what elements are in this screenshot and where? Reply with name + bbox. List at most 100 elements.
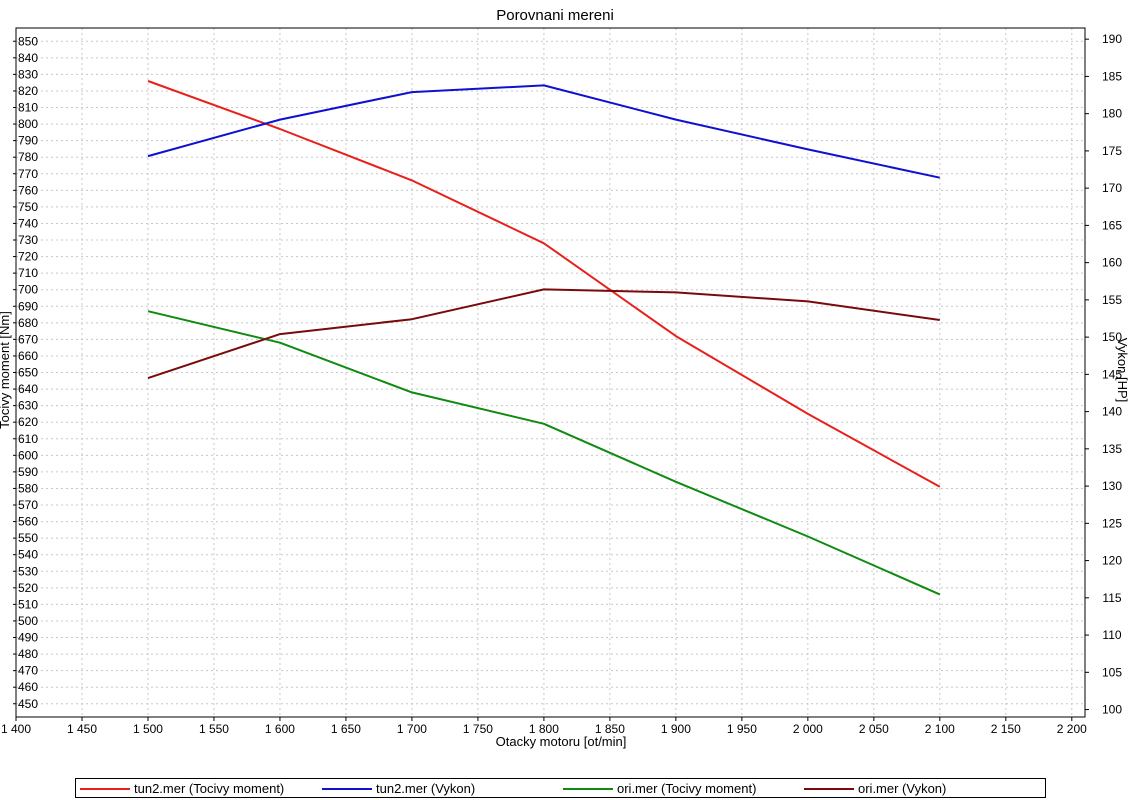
y-right-tick-label: 115	[1102, 591, 1121, 605]
y-left-tick-label: 820	[18, 84, 38, 98]
y-left-tick-label: 790	[18, 134, 38, 148]
y-right-tick-label: 190	[1102, 32, 1122, 46]
y-left-tick-label: 720	[18, 250, 38, 264]
y-left-tick-label: 810	[18, 101, 38, 115]
chart-title: Porovnani mereni	[496, 7, 614, 24]
x-tick-label: 1 450	[67, 722, 97, 736]
y-left-tick-label: 620	[18, 415, 38, 429]
y-left-tick-label: 510	[18, 597, 38, 611]
y-left-tick-label: 680	[18, 316, 38, 330]
y-right-axis-ticks: 100 105 110 115 120 125 130 135 140 145 150 155 160 1…	[1085, 32, 1122, 717]
x-tick-label: 1 700	[397, 722, 427, 736]
y-left-tick-label: 590	[18, 465, 38, 479]
x-tick-label: 1 900	[661, 722, 691, 736]
y-left-tick-label: 830	[18, 67, 38, 81]
y-left-tick-label: 470	[18, 664, 38, 678]
x-tick-label: 1 550	[199, 722, 229, 736]
y-left-tick-label: 450	[18, 697, 38, 711]
y-left-tick-label: 780	[18, 150, 38, 164]
x-axis-ticks: 1 400 1 450 1 500 1 550 1 600 1 650 1 700 1 750…	[1, 717, 1087, 736]
y-right-tick-label: 130	[1102, 479, 1122, 493]
x-tick-label: 1 650	[331, 722, 361, 736]
y-left-tick-label: 580	[18, 481, 38, 495]
y-left-tick-label: 730	[18, 233, 38, 247]
x-tick-label: 1 750	[463, 722, 493, 736]
x-tick-label: 2 050	[859, 722, 889, 736]
legend-swatch-tun2-torque	[80, 787, 130, 790]
y-left-tick-label: 550	[18, 531, 38, 545]
y-right-tick-label: 140	[1102, 405, 1122, 419]
y-left-tick-label: 650	[18, 366, 38, 380]
x-tick-label: 1 500	[133, 722, 163, 736]
y-right-tick-label: 125	[1102, 516, 1122, 530]
legend-label-tun2-torque: tun2.mer (Tocivy moment)	[134, 781, 285, 796]
legend-swatch-ori-torque	[563, 787, 613, 790]
legend-item-ori-power: ori.mer (Vykon)	[804, 780, 946, 797]
x-tick-label: 1 600	[265, 722, 295, 736]
y-left-tick-label: 770	[18, 167, 38, 181]
y-left-tick-label: 630	[18, 399, 38, 413]
legend-item-tun2-torque: tun2.mer (Tocivy moment)	[80, 780, 284, 797]
legend-label-ori-power: ori.mer (Vykon)	[858, 781, 947, 796]
y-left-tick-label: 480	[18, 647, 38, 661]
y-left-tick-label: 700	[18, 283, 38, 297]
y-left-tick-label: 670	[18, 332, 38, 346]
x-tick-label: 1 400	[1, 722, 31, 736]
y-left-tick-label: 520	[18, 581, 38, 595]
series-line-2	[147, 310, 941, 596]
legend-item-ori-torque: ori.mer (Tocivy moment)	[563, 780, 756, 797]
y-left-tick-label: 750	[18, 200, 38, 214]
y-left-tick-label: 500	[18, 614, 38, 628]
y-right-tick-label: 155	[1102, 293, 1122, 307]
series-line-0	[147, 80, 941, 488]
series-lines	[147, 80, 941, 596]
y-left-tick-label: 560	[18, 515, 38, 529]
series-line-1	[147, 84, 941, 179]
y-left-tick-label: 760	[18, 183, 38, 197]
legend-label-tun2-power: tun2.mer (Vykon)	[376, 781, 476, 796]
x-tick-label: 2 000	[793, 722, 823, 736]
series-line-3	[147, 288, 940, 380]
y-left-tick-label: 530	[18, 564, 38, 578]
y-right-tick-label: 110	[1102, 628, 1121, 642]
grid-lines	[15, 28, 1085, 717]
x-tick-label: 1 800	[529, 722, 559, 736]
y-left-tick-label: 460	[18, 680, 38, 694]
y-left-tick-label: 660	[18, 349, 38, 363]
x-tick-label: 2 100	[925, 722, 955, 736]
y-right-tick-label: 185	[1102, 69, 1122, 83]
legend: tun2.mer (Tocivy moment) tun2.mer (Vykon…	[75, 778, 1046, 798]
legend-swatch-tun2-power	[322, 787, 372, 790]
x-tick-label: 2 200	[1057, 722, 1087, 736]
y-right-tick-label: 150	[1102, 330, 1122, 344]
y-right-tick-label: 135	[1102, 442, 1122, 456]
y-left-tick-label: 610	[18, 432, 38, 446]
y-left-tick-label: 840	[18, 51, 38, 65]
x-tick-label: 1 950	[727, 722, 757, 736]
y-left-tick-label: 600	[18, 448, 38, 462]
y-right-tick-label: 175	[1102, 144, 1122, 158]
legend-label-ori-torque: ori.mer (Tocivy moment)	[617, 781, 757, 796]
y-left-tick-label: 850	[18, 34, 38, 48]
y-left-axis-label: Tocivy moment [Nm]	[0, 311, 12, 429]
y-right-tick-label: 120	[1102, 554, 1122, 568]
y-left-tick-label: 690	[18, 299, 38, 313]
y-right-tick-label: 100	[1102, 703, 1122, 717]
legend-swatch-ori-power	[804, 787, 854, 790]
y-left-tick-label: 540	[18, 548, 38, 562]
y-right-tick-label: 145	[1102, 367, 1122, 381]
legend-item-tun2-power: tun2.mer (Vykon)	[322, 780, 475, 797]
y-left-axis-ticks: 450 460 470 480 490 500 510 520 530 540 550 560 570 5…	[13, 34, 38, 711]
y-right-tick-label: 170	[1102, 181, 1122, 195]
y-left-tick-label: 490	[18, 631, 38, 645]
y-right-axis-label: Vykon [HP]	[1115, 338, 1130, 403]
x-axis-label: Otacky motoru [ot/min]	[496, 734, 627, 749]
y-right-tick-label: 165	[1102, 218, 1122, 232]
y-right-tick-label: 160	[1102, 256, 1122, 270]
y-left-tick-label: 800	[18, 117, 38, 131]
y-left-tick-label: 740	[18, 216, 38, 230]
x-tick-label: 1 850	[595, 722, 625, 736]
y-left-tick-label: 570	[18, 498, 38, 512]
y-right-tick-label: 105	[1102, 665, 1122, 679]
